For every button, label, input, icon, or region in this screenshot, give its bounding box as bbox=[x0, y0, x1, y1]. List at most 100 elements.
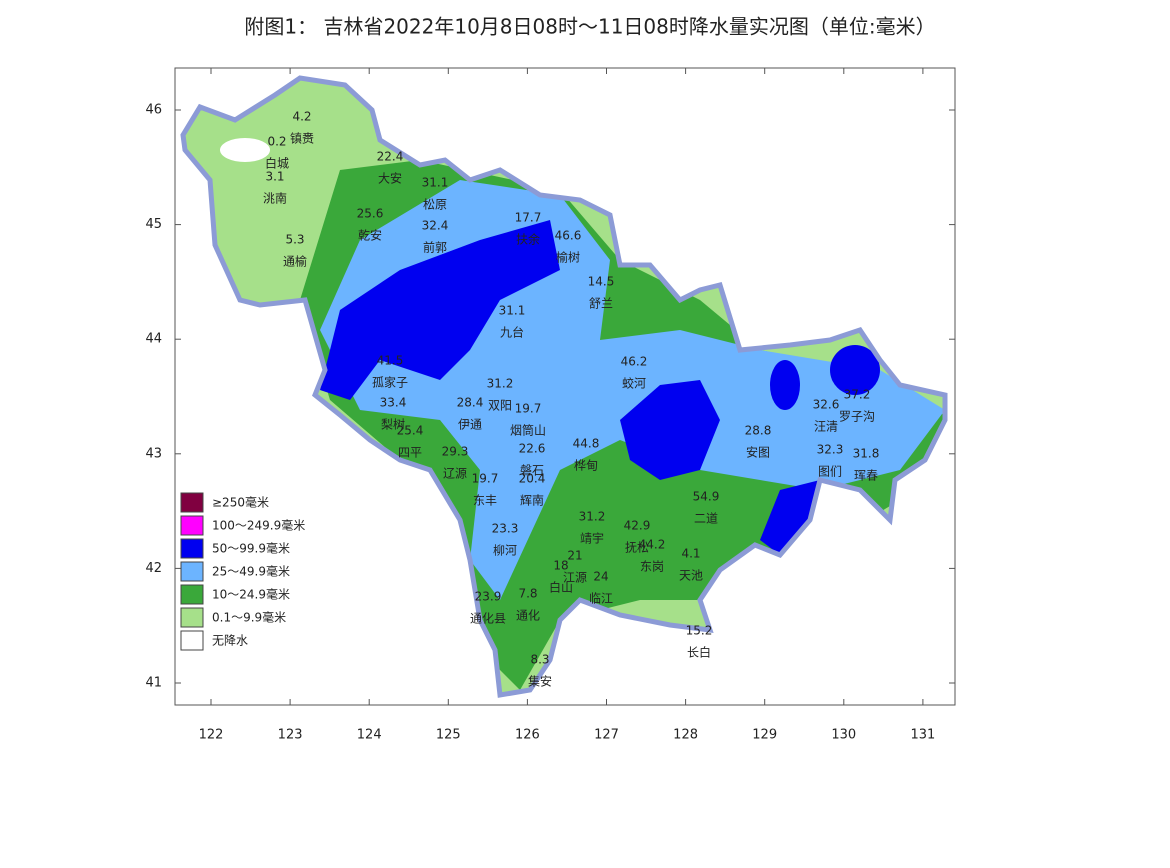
y-tick-label: 45 bbox=[145, 217, 162, 232]
station-name: 通化 bbox=[516, 609, 540, 623]
station-value: 3.1 bbox=[265, 170, 284, 184]
legend-label: ≥250毫米 bbox=[212, 495, 269, 510]
station-value: 4.1 bbox=[681, 547, 700, 561]
station-value: 31.2 bbox=[579, 510, 606, 524]
station-name: 大安 bbox=[378, 171, 402, 186]
station-name: 白山 bbox=[549, 580, 573, 595]
station-name: 柳河 bbox=[493, 544, 517, 558]
station-value: 21 bbox=[567, 549, 582, 563]
station-name: 四平 bbox=[398, 446, 422, 460]
station-value: 19.7 bbox=[515, 402, 542, 416]
station-value: 23.9 bbox=[475, 590, 502, 604]
legend-label: 10～24.9毫米 bbox=[212, 587, 290, 602]
station-value: 32.4 bbox=[422, 219, 449, 233]
x-tick-label: 124 bbox=[357, 728, 382, 743]
station-value: 42.9 bbox=[624, 519, 651, 533]
station-name: 安图 bbox=[746, 445, 770, 460]
station-value: 28.4 bbox=[457, 396, 484, 410]
station-value: 54.9 bbox=[693, 490, 720, 504]
station-value: 31.1 bbox=[422, 176, 449, 190]
station-value: 4.2 bbox=[292, 110, 311, 124]
station-value: 25.4 bbox=[397, 424, 424, 438]
station-value: 15.2 bbox=[686, 624, 713, 638]
station-name: 梨树 bbox=[381, 417, 405, 432]
station-name: 汪清 bbox=[814, 420, 838, 434]
station-name: 九台 bbox=[500, 325, 524, 340]
station-name: 靖宇 bbox=[580, 532, 604, 546]
station-name: 乾安 bbox=[358, 228, 382, 243]
station-value: 37.2 bbox=[844, 388, 871, 402]
station-name: 集安 bbox=[528, 674, 552, 689]
station-name: 珲春 bbox=[854, 469, 878, 483]
x-tick-label: 126 bbox=[515, 728, 540, 743]
station-name: 天池 bbox=[679, 569, 703, 583]
station-value: 44.8 bbox=[573, 437, 600, 451]
station-name: 长白 bbox=[687, 645, 711, 660]
station-value: 7.8 bbox=[518, 587, 537, 601]
map-title: 附图1： 吉林省2022年10月8日08时～11日08时降水量实况图（单位:毫米… bbox=[244, 15, 935, 39]
legend-label: 无降水 bbox=[212, 634, 248, 648]
station-value: 32.3 bbox=[817, 443, 844, 457]
station-name: 江源 bbox=[563, 571, 587, 585]
station-name: 桦甸 bbox=[574, 458, 598, 473]
x-tick-label: 130 bbox=[831, 728, 856, 743]
station-value: 14.5 bbox=[588, 275, 615, 289]
station-value: 41.5 bbox=[377, 354, 404, 368]
station-name: 东丰 bbox=[473, 494, 497, 508]
station-name: 辽源 bbox=[443, 467, 467, 481]
x-tick-label: 122 bbox=[199, 728, 224, 743]
axis-ticks: 122 123 124 125 126 127 128 129 130 131 41 42 43 44 45… bbox=[145, 68, 955, 743]
legend-swatch bbox=[180, 515, 204, 536]
station-name: 临江 bbox=[589, 592, 613, 606]
station-value: 0.2 bbox=[267, 135, 286, 149]
legend-label: 50～99.9毫米 bbox=[212, 541, 290, 556]
station-name: 烟筒山 bbox=[510, 423, 546, 438]
station-value: 19.7 bbox=[472, 472, 499, 486]
station-value: 46.6 bbox=[555, 229, 582, 243]
station-value: 32.6 bbox=[813, 398, 840, 412]
station-name: 通榆 bbox=[283, 254, 307, 269]
station-name: 镇赉 bbox=[290, 132, 314, 146]
stations: 4.2 镇赉 0.2 白城3.1 洮南 5.3 通榆 22.4 大安 31.1 松原 25.6 乾安 32… bbox=[263, 110, 879, 689]
legend-label: 0.1～9.9毫米 bbox=[212, 610, 286, 625]
station-value: 22.4 bbox=[377, 150, 404, 164]
station-name: 双阳 bbox=[488, 399, 512, 413]
station-name: 蛟河 bbox=[622, 376, 646, 391]
station-value: 28.8 bbox=[745, 424, 772, 438]
station-value: 29.3 bbox=[442, 445, 469, 459]
station-name: 东岗 bbox=[640, 560, 664, 574]
station-value: 20.4 bbox=[519, 472, 546, 486]
legend-swatch bbox=[180, 607, 204, 628]
station-name: 伊通 bbox=[458, 418, 482, 432]
legend-label: 100～249.9毫米 bbox=[212, 518, 305, 533]
y-tick-label: 44 bbox=[145, 332, 162, 347]
station-value: 25.6 bbox=[357, 207, 384, 221]
station-name: 辉南 bbox=[520, 493, 544, 508]
legend-swatch bbox=[180, 538, 204, 559]
x-tick-label: 123 bbox=[278, 728, 303, 743]
station-name: 榆树 bbox=[556, 250, 580, 265]
station-name: 二道 bbox=[694, 512, 718, 526]
station-name: 白城 bbox=[265, 156, 289, 171]
station-value: 46.2 bbox=[621, 355, 648, 369]
station-value: 44.2 bbox=[639, 538, 666, 552]
station-name: 孤家子 bbox=[372, 375, 408, 390]
station-name: 舒兰 bbox=[589, 297, 613, 311]
station-name: 磐石 bbox=[520, 464, 544, 478]
station-value: 31.2 bbox=[487, 377, 514, 391]
x-tick-label: 127 bbox=[594, 728, 619, 743]
station-name: 松原 bbox=[423, 198, 447, 212]
y-tick-label: 46 bbox=[145, 103, 162, 118]
station-value: 5.3 bbox=[285, 233, 304, 247]
station-value: 18 bbox=[553, 559, 568, 573]
x-tick-label: 131 bbox=[910, 728, 935, 743]
x-tick-label: 129 bbox=[752, 728, 777, 743]
y-tick-label: 42 bbox=[145, 561, 162, 576]
station-value: 24 bbox=[593, 570, 608, 584]
station-value: 31.1 bbox=[499, 304, 526, 318]
x-tick-label: 128 bbox=[673, 728, 698, 743]
station-value: 8.3 bbox=[530, 653, 549, 667]
station-value: 22.6 bbox=[519, 442, 546, 456]
station-name: 图们 bbox=[818, 464, 842, 479]
